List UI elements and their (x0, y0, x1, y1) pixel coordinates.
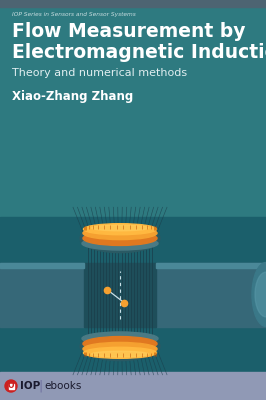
Bar (0, 262, 84, 268)
Bar (9, 384, 14, 388)
Circle shape (5, 380, 17, 392)
Bar (0, 0, 266, 217)
Bar (0, 0, 266, 7)
Ellipse shape (83, 336, 157, 351)
Ellipse shape (82, 332, 158, 345)
Text: Xiao-Zhang Zhang: Xiao-Zhang Zhang (12, 90, 133, 103)
Ellipse shape (80, 332, 160, 361)
Bar (84, 262, 156, 326)
Text: IOP Series in Sensors and Sensor Systems: IOP Series in Sensors and Sensor Systems (12, 12, 136, 17)
Text: |: | (38, 380, 42, 392)
Ellipse shape (83, 226, 157, 240)
Ellipse shape (92, 351, 148, 357)
Bar (156, 262, 266, 268)
Ellipse shape (84, 347, 156, 358)
Text: O: O (8, 382, 14, 390)
Text: Flow Measurement by: Flow Measurement by (12, 22, 246, 41)
Ellipse shape (84, 224, 156, 235)
Bar (156, 262, 266, 326)
Ellipse shape (92, 225, 148, 231)
Ellipse shape (252, 262, 266, 326)
Ellipse shape (82, 237, 158, 250)
Ellipse shape (83, 342, 157, 355)
Text: ebooks: ebooks (44, 381, 81, 391)
Bar (0, 262, 84, 326)
Ellipse shape (83, 231, 157, 246)
Bar (0, 372, 266, 400)
Text: IOP: IOP (20, 381, 40, 391)
Bar (0, 217, 266, 372)
Ellipse shape (80, 224, 160, 253)
Ellipse shape (255, 272, 266, 317)
Text: Electromagnetic Induction: Electromagnetic Induction (12, 43, 266, 62)
Text: Theory and numerical methods: Theory and numerical methods (12, 68, 187, 78)
